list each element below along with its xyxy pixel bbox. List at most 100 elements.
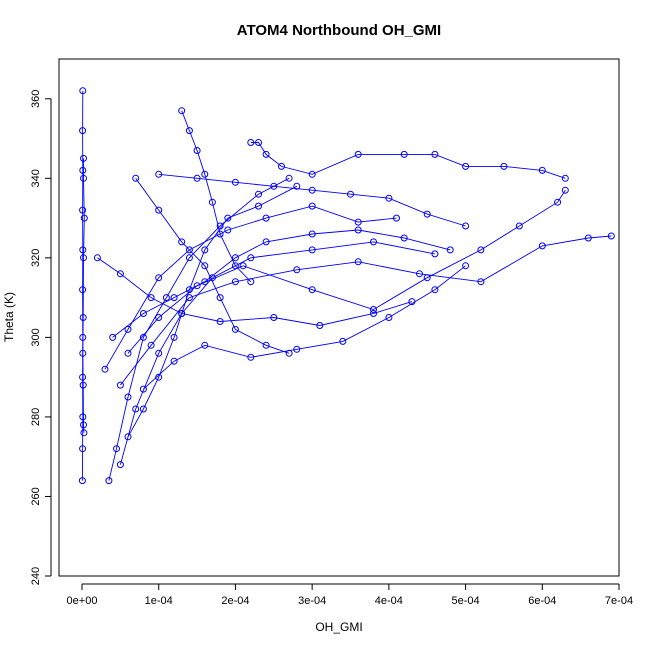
data-point — [423, 274, 431, 282]
data-point — [385, 194, 393, 202]
data-point — [262, 214, 270, 222]
x-tick-label: 3e-04 — [298, 595, 326, 607]
data-point — [354, 150, 362, 158]
data-point — [155, 349, 163, 357]
series-6 — [155, 170, 470, 230]
series-line — [112, 229, 451, 338]
data-point — [201, 278, 209, 286]
data-point — [354, 226, 362, 234]
data-point — [339, 337, 347, 345]
x-axis-label: OH_GMI — [315, 620, 362, 634]
data-point — [79, 286, 87, 294]
data-point — [224, 214, 232, 222]
series-line — [127, 185, 298, 438]
data-point — [109, 333, 117, 341]
data-point — [431, 286, 439, 294]
data-point — [262, 341, 270, 349]
data-point — [185, 286, 193, 294]
series-1 — [79, 154, 88, 437]
series-line — [143, 265, 466, 390]
data-point — [247, 353, 255, 361]
data-point — [79, 246, 87, 254]
data-point — [201, 170, 209, 178]
data-point — [170, 357, 178, 365]
data-point — [607, 232, 615, 240]
series-line — [181, 110, 252, 283]
data-point — [139, 310, 147, 317]
data-point — [155, 373, 163, 381]
series-line — [158, 173, 466, 227]
data-point — [515, 222, 523, 230]
data-point — [93, 254, 101, 262]
data-point — [354, 258, 362, 266]
data-point — [316, 322, 324, 329]
data-point — [178, 238, 186, 246]
data-point — [185, 246, 193, 254]
data-point — [431, 150, 439, 158]
data-point — [170, 294, 178, 302]
data-point — [500, 162, 508, 170]
data-point — [347, 190, 354, 198]
data-point — [255, 190, 262, 198]
data-point — [79, 166, 87, 174]
x-tick-label: 2e-04 — [221, 595, 249, 607]
x-tick-label: 5e-04 — [452, 595, 480, 607]
data-point — [408, 298, 416, 306]
series-5 — [124, 186, 569, 357]
data-point — [147, 294, 155, 302]
data-point — [416, 270, 423, 278]
series-4 — [116, 232, 615, 389]
data-point — [116, 381, 124, 389]
y-tick-label: 360 — [30, 90, 42, 108]
data-point — [477, 246, 485, 254]
data-point — [193, 282, 201, 290]
data-point — [262, 238, 270, 246]
data-point — [193, 174, 201, 182]
data-point — [201, 341, 209, 349]
series-line — [250, 142, 566, 179]
data-point — [216, 230, 224, 238]
series-line — [104, 205, 397, 370]
data-point — [561, 174, 569, 182]
data-point — [139, 333, 147, 341]
data-point — [78, 477, 86, 485]
series-line — [97, 257, 413, 326]
data-point — [400, 234, 408, 242]
data-point — [247, 254, 255, 262]
plot-frame — [58, 58, 620, 577]
data-point — [124, 325, 132, 333]
data-point — [423, 210, 431, 218]
data-point — [116, 461, 124, 469]
data-point — [113, 445, 120, 453]
data-point — [147, 341, 155, 349]
series-10 — [109, 226, 454, 341]
data-point — [270, 314, 278, 321]
y-axis-label: Theta (K) — [2, 292, 16, 342]
data-point — [538, 166, 546, 174]
series-14 — [93, 254, 416, 329]
data-point — [393, 214, 400, 222]
y-tick-label: 320 — [30, 249, 42, 267]
data-point — [270, 182, 278, 190]
x-tick-label: 0e+00 — [67, 595, 98, 607]
data-point — [124, 349, 132, 357]
data-point — [80, 254, 87, 262]
data-point — [224, 226, 232, 234]
data-point — [105, 477, 113, 485]
chart-title: ATOM4 Northbound OH_GMI — [237, 22, 441, 39]
series-line — [119, 241, 435, 465]
x-tick-label: 6e-04 — [528, 595, 556, 607]
data-point — [462, 262, 470, 270]
data-point — [446, 246, 454, 254]
data-point — [208, 198, 216, 206]
series-line — [82, 158, 85, 433]
data-point — [293, 345, 301, 353]
data-point — [132, 174, 140, 182]
data-point — [231, 278, 239, 286]
data-point — [170, 333, 178, 341]
data-point — [155, 206, 163, 214]
data-point — [247, 278, 255, 286]
data-point — [308, 186, 316, 194]
data-point — [477, 278, 485, 286]
data-point — [216, 318, 224, 325]
